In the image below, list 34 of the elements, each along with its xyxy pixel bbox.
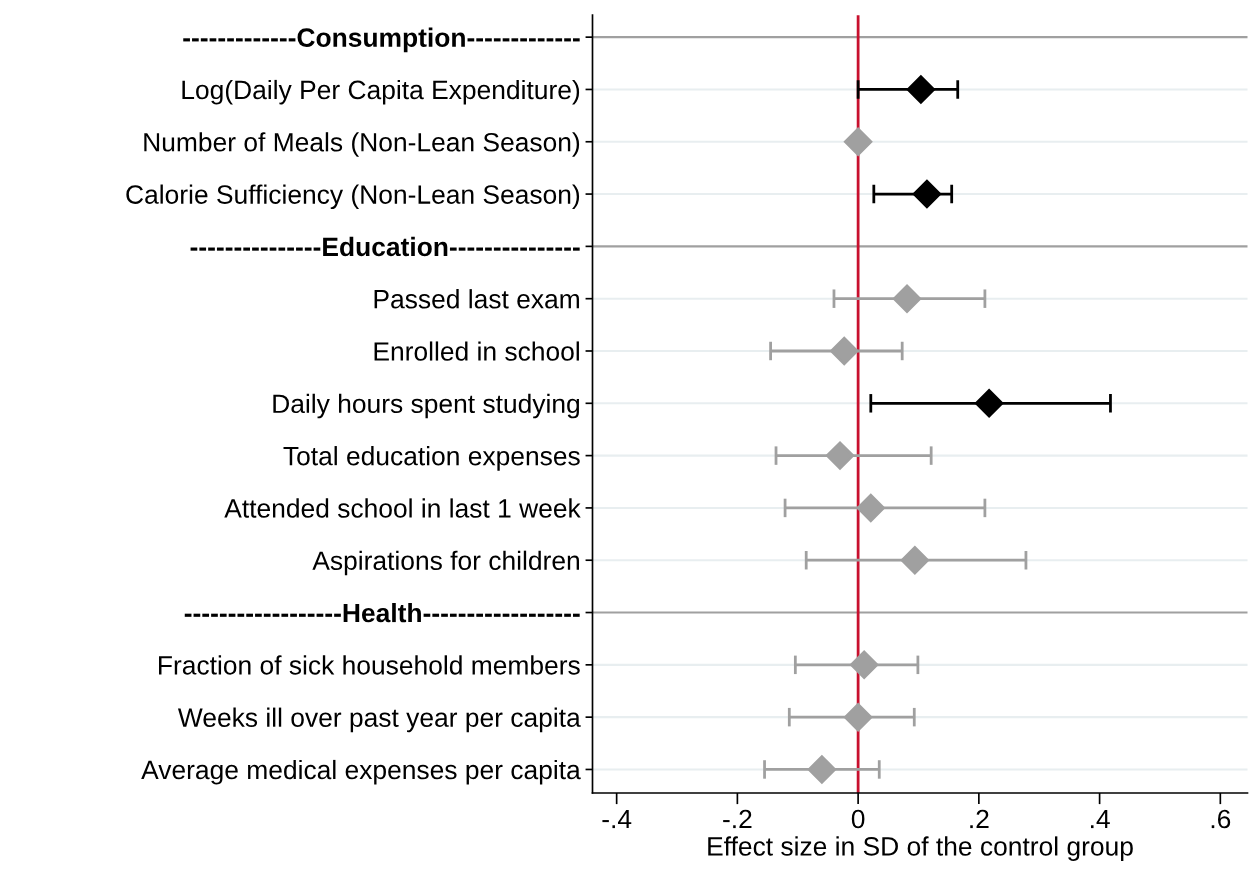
x-tick-label: .2 <box>970 809 989 829</box>
y-tick-label: Fraction of sick household members <box>159 655 580 675</box>
x-tick-label: -.4 <box>602 809 632 829</box>
y-tick-label: ------------------Health------------------ <box>184 602 580 623</box>
y-tick-label: Log(Daily Per Capita Expenditure) <box>182 79 580 105</box>
point <box>825 441 855 470</box>
y-tick-label: Number of Meals (Non-Lean Season) <box>144 132 580 157</box>
x-tick-label: .6 <box>1211 809 1231 829</box>
x-axis-title: Effect size in SD of the control group <box>708 836 1133 861</box>
y-tick-label: -------------Consumption------------- <box>183 27 580 53</box>
x-tick-label: -.2 <box>723 809 752 829</box>
x-tick-label: 0 <box>851 809 865 829</box>
y-tick-label: Passed last exam <box>374 289 579 309</box>
y-tick-label: ---------------Education--------------- <box>190 236 580 257</box>
y-tick-label: Daily hours spent studying <box>273 393 580 419</box>
point <box>843 127 873 156</box>
point <box>974 389 1004 418</box>
point <box>843 702 873 732</box>
y-tick-label: Aspirations for children <box>312 550 579 576</box>
point <box>856 493 885 523</box>
y-tick-label: Total education expenses <box>283 446 580 471</box>
y-tick-label: Enrolled in school <box>374 341 579 361</box>
y-tick-label: Attended school in last 1 week <box>224 498 581 518</box>
y-tick-label: Average medical expenses per capita <box>141 759 581 785</box>
y-tick-label: Weeks ill over past year per capita <box>177 707 581 733</box>
point <box>892 284 922 313</box>
x-tick-label: .4 <box>1091 809 1110 829</box>
point <box>830 336 859 366</box>
point <box>900 546 930 575</box>
point <box>912 179 942 209</box>
point <box>906 75 936 104</box>
point <box>807 755 837 784</box>
y-tick-label: Calorie Sufficiency (Non-Lean Season) <box>126 184 580 210</box>
point <box>850 650 879 679</box>
